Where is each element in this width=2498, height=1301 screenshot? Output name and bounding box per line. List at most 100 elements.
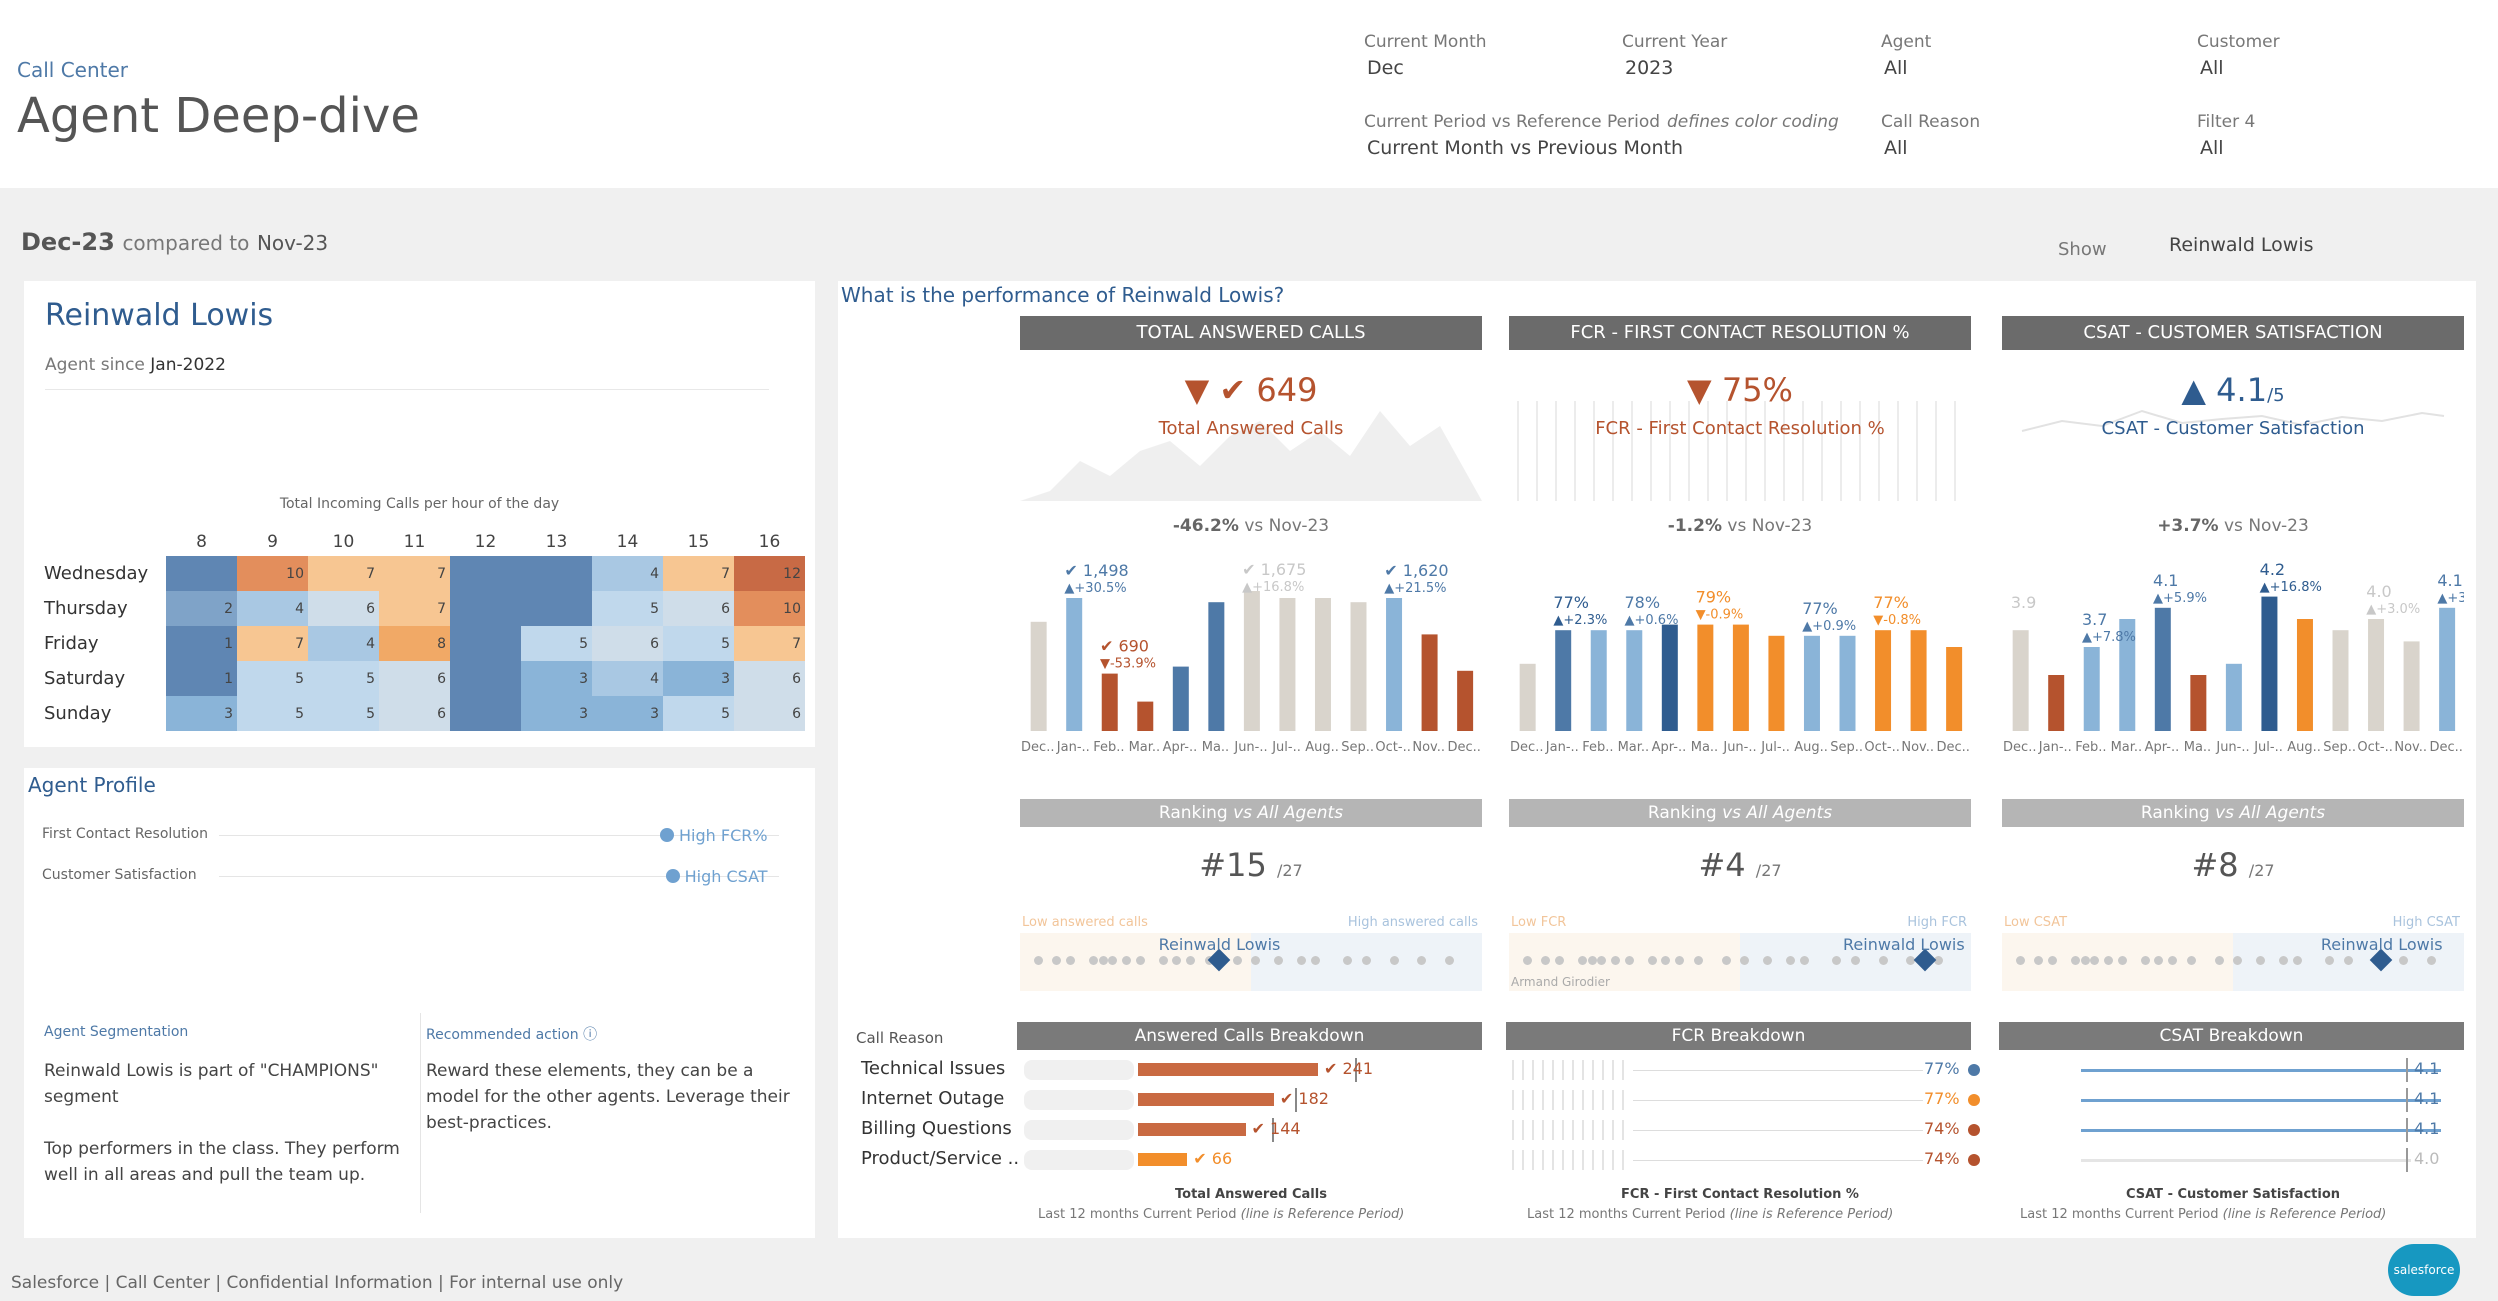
call-reason-item[interactable]: Product/Service .. — [861, 1148, 1020, 1169]
csat-breakdown-bar[interactable] — [2081, 1129, 2441, 1132]
monthly-bar[interactable] — [2332, 630, 2349, 731]
ranking-dot[interactable] — [2325, 956, 2335, 965]
ranking-dot[interactable] — [1850, 956, 1860, 965]
ranking-dot[interactable] — [2140, 956, 2150, 965]
monthly-bar[interactable] — [1910, 630, 1927, 731]
heatmap-cell[interactable] — [450, 591, 521, 626]
profile-marker[interactable] — [660, 828, 674, 842]
monthly-bar[interactable] — [1519, 663, 1536, 731]
monthly-bar[interactable] — [1243, 591, 1260, 731]
monthly-bar[interactable] — [1314, 598, 1331, 731]
monthly-bar[interactable] — [1626, 630, 1643, 731]
heatmap-cell[interactable]: 7 — [734, 626, 805, 661]
info-icon[interactable]: ⓘ — [583, 1027, 598, 1043]
heatmap-cell[interactable]: 5 — [521, 626, 592, 661]
heatmap-cell[interactable]: 4 — [308, 626, 379, 661]
ranking-dot[interactable] — [1596, 956, 1606, 965]
fcr-marker[interactable] — [1968, 1064, 1980, 1076]
ranking-dot[interactable] — [1522, 956, 1532, 965]
ranking-dot[interactable] — [1186, 956, 1196, 965]
monthly-bar[interactable] — [1350, 602, 1367, 731]
ranking-dot[interactable] — [1389, 956, 1399, 965]
ranking-dot[interactable] — [1232, 956, 1242, 965]
heatmap-cell[interactable]: 7 — [237, 626, 308, 661]
monthly-bar[interactable] — [2048, 675, 2065, 731]
calls-breakdown-bar[interactable] — [1138, 1123, 1246, 1136]
heatmap-cell[interactable]: 3 — [663, 661, 734, 696]
monthly-bar[interactable] — [1946, 647, 1963, 731]
heatmap-cell[interactable]: 6 — [308, 591, 379, 626]
ranking-dot[interactable] — [2080, 956, 2090, 965]
heatmap-cell[interactable]: 3 — [592, 696, 663, 731]
monthly-bar[interactable] — [1839, 635, 1856, 731]
csat-breakdown-bar[interactable] — [2081, 1099, 2441, 1102]
ranking-dot[interactable] — [1800, 956, 1810, 965]
monthly-bar[interactable] — [1066, 598, 1083, 731]
ranking-dot[interactable] — [1158, 956, 1168, 965]
ranking-dot[interactable] — [2343, 956, 2353, 965]
monthly-bar[interactable] — [1101, 673, 1118, 731]
heatmap-cell[interactable]: 5 — [237, 661, 308, 696]
fcr-marker[interactable] — [1968, 1154, 1980, 1166]
heatmap-cell[interactable]: 5 — [592, 591, 663, 626]
monthly-bar[interactable] — [1875, 630, 1892, 731]
ranking-dot[interactable] — [2117, 956, 2127, 965]
heatmap-cell[interactable]: 8 — [379, 626, 450, 661]
heatmap-cell[interactable] — [450, 626, 521, 661]
monthly-bar[interactable] — [2261, 596, 2278, 731]
ranking-dot[interactable] — [1445, 956, 1455, 965]
monthly-bar[interactable] — [1457, 670, 1474, 731]
ranking-dot[interactable] — [1343, 956, 1353, 965]
heatmap-cell[interactable]: 5 — [663, 696, 734, 731]
ranking-dot[interactable] — [1417, 956, 1427, 965]
monthly-bar[interactable] — [2012, 630, 2029, 731]
heatmap-cell[interactable]: 7 — [379, 556, 450, 591]
heatmap-cell[interactable] — [450, 556, 521, 591]
monthly-bar[interactable] — [1768, 635, 1785, 731]
heatmap-cell[interactable]: 10 — [734, 591, 805, 626]
ranking-dot[interactable] — [1274, 956, 1284, 965]
heatmap-cell[interactable]: 1 — [166, 626, 237, 661]
filter-customer[interactable]: All — [2200, 57, 2224, 79]
filter-current-month[interactable]: Dec — [1367, 57, 1404, 79]
calls-breakdown-bar[interactable] — [1138, 1063, 1318, 1076]
heatmap-cell[interactable] — [450, 696, 521, 731]
heatmap-cell[interactable]: 3 — [521, 696, 592, 731]
ranking-dot[interactable] — [1311, 956, 1321, 965]
monthly-bar[interactable] — [2225, 663, 2242, 731]
breadcrumb[interactable]: Call Center — [17, 58, 129, 82]
csat-breakdown-bar[interactable] — [2081, 1159, 2411, 1162]
ranking-dot[interactable] — [1934, 956, 1944, 965]
ranking-dot[interactable] — [1066, 956, 1076, 965]
ranking-dot[interactable] — [1172, 956, 1182, 965]
monthly-bar[interactable] — [1661, 624, 1678, 731]
heatmap-cell[interactable]: 5 — [308, 696, 379, 731]
filter-4[interactable]: All — [2200, 137, 2224, 159]
monthly-bar[interactable] — [1208, 602, 1225, 731]
heatmap-cell[interactable]: 3 — [521, 661, 592, 696]
heatmap-cell[interactable]: 6 — [379, 661, 450, 696]
filter-agent[interactable]: All — [1884, 57, 1908, 79]
ranking-dot[interactable] — [1121, 956, 1131, 965]
ranking-dot[interactable] — [2399, 956, 2409, 965]
ranking-dot[interactable] — [2279, 956, 2289, 965]
ranking-dot[interactable] — [1693, 956, 1703, 965]
heatmap-cell[interactable]: 7 — [663, 556, 734, 591]
calls-breakdown-bar[interactable] — [1138, 1093, 1274, 1106]
ranking-dot[interactable] — [2427, 956, 2437, 965]
ranking-dot[interactable] — [1555, 956, 1565, 965]
filter-period[interactable]: Current Month vs Previous Month — [1367, 137, 1684, 159]
ranking-dot[interactable] — [1587, 956, 1597, 965]
heatmap-cell[interactable] — [166, 556, 237, 591]
monthly-bar[interactable] — [1732, 624, 1749, 731]
ranking-dot[interactable] — [1033, 956, 1043, 965]
fcr-marker[interactable] — [1968, 1124, 1980, 1136]
fcr-marker[interactable] — [1968, 1094, 1980, 1106]
heatmap-cell[interactable]: 4 — [237, 591, 308, 626]
ranking-dot[interactable] — [1107, 956, 1117, 965]
monthly-bar[interactable] — [2439, 607, 2456, 731]
heatmap-cell[interactable]: 5 — [237, 696, 308, 731]
call-reason-item[interactable]: Billing Questions — [861, 1118, 1012, 1139]
heatmap-cell[interactable]: 4 — [592, 661, 663, 696]
ranking-dot[interactable] — [2015, 956, 2025, 965]
